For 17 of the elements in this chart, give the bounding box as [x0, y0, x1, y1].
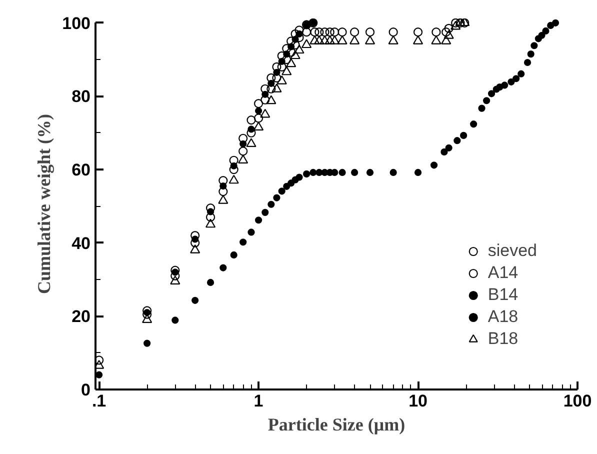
y-tick-label: 40: [72, 234, 91, 253]
x-tick-label: .1: [92, 392, 106, 410]
y-tick-label: 0: [81, 380, 91, 400]
y-tick-label: 60: [72, 160, 91, 180]
legend-label: sieved: [488, 241, 537, 261]
legend-label: A18: [488, 307, 518, 327]
y-tick-label: 100: [62, 14, 91, 33]
legend-label: B18: [488, 329, 518, 349]
x-tick-label: 10: [408, 392, 428, 410]
y-tick-label: 80: [72, 87, 91, 106]
legend-label: B14: [488, 285, 518, 305]
y-tick-label: 20: [72, 307, 91, 326]
y-axis-title: Cumulative weight (%): [34, 114, 54, 294]
x-axis-title: Particle Size (μm): [268, 414, 406, 434]
x-tick-label: 100: [563, 392, 592, 410]
legend-label: A14: [488, 263, 518, 283]
x-tick-label: 1: [254, 392, 264, 410]
